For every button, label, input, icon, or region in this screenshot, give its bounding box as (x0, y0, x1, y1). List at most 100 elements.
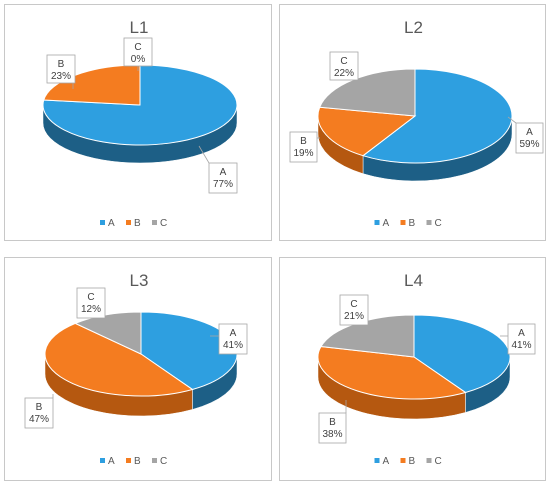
chart-panel-l1: L1 A 77% B 23% C 0% A B C (4, 4, 272, 241)
legend-label-b: B (134, 218, 141, 229)
label-percent: 47% (29, 414, 49, 425)
label-percent: 41% (223, 340, 243, 351)
label-category: B (329, 417, 336, 428)
legend-label-b: B (134, 456, 141, 467)
legend-label-a: A (383, 218, 390, 229)
label-category: A (526, 127, 533, 138)
legend-swatch-b (126, 220, 131, 225)
legend-swatch-b (126, 458, 131, 463)
label-category: B (36, 402, 43, 413)
legend-label-a: A (108, 218, 115, 229)
label-category: A (220, 167, 227, 178)
legend-swatch-c (152, 458, 157, 463)
chart-title: L1 (130, 18, 149, 37)
legend-label-b: B (409, 456, 416, 467)
label-category: A (230, 328, 237, 339)
data-label-c: C22% (329, 51, 359, 81)
data-label-a: A41% (210, 323, 248, 355)
label-box (318, 412, 347, 444)
legend-swatch-c (152, 220, 157, 225)
pie-slice-a (361, 68, 513, 164)
data-labels: A41% B38% C21% (318, 294, 536, 444)
legend-swatch-b (400, 458, 406, 463)
data-label-a: A59% (507, 116, 544, 154)
legend-label-b: B (409, 218, 416, 229)
pie-slice-b (317, 106, 417, 157)
legend-swatch-b (400, 220, 406, 225)
label-category: B (300, 136, 307, 147)
legend-swatch-a (100, 220, 105, 225)
legend: A B C (100, 218, 167, 229)
legend-label-c: C (435, 456, 442, 467)
label-percent: 22% (334, 68, 354, 79)
label-box (46, 54, 76, 84)
pie-slices (317, 314, 511, 400)
label-box (76, 287, 106, 319)
label-percent: 23% (51, 71, 71, 82)
chart-title: L3 (130, 271, 149, 290)
label-category: A (518, 328, 525, 339)
label-leader-line (507, 116, 517, 124)
label-box (208, 162, 238, 194)
label-percent: 12% (81, 304, 101, 315)
legend-swatch-a (374, 220, 380, 225)
data-label-b: B47% (24, 394, 54, 429)
chart-panel-l4: L4 A 41% B 38% C 21% A B C (279, 257, 546, 481)
data-label-c: C12% (76, 287, 106, 319)
pie-slices (42, 64, 238, 146)
chart-panel-l2: L2 A 59% B 19% C 22% A B C (279, 4, 546, 241)
label-box (507, 323, 536, 355)
legend-label-c: C (435, 218, 442, 229)
label-percent: 21% (344, 311, 364, 322)
chart-title: L2 (404, 18, 423, 37)
data-labels: A77% B23% C0% (46, 37, 238, 194)
data-label-b: B19% (289, 131, 320, 163)
data-label-b: B23% (46, 54, 76, 89)
data-label-a: A41% (500, 323, 536, 355)
legend: A B C (100, 456, 167, 467)
chart-title: L4 (404, 271, 423, 290)
legend-swatch-c (426, 220, 432, 225)
legend-swatch-a (100, 458, 105, 463)
pie-slices (44, 311, 238, 397)
label-box (218, 323, 248, 355)
legend: A B C (374, 218, 442, 229)
label-box (329, 51, 359, 81)
label-category: B (58, 59, 65, 70)
legend-label-a: A (383, 456, 390, 467)
label-box (515, 122, 544, 154)
label-box (123, 37, 153, 67)
data-label-a: A77% (198, 145, 238, 194)
chart-panel-l3: L3 A 41% B 47% C 12% A B C (4, 257, 272, 481)
label-percent: 0% (131, 54, 146, 65)
data-label-c: C0% (123, 37, 153, 71)
label-percent: 19% (293, 148, 313, 159)
label-category: C (350, 299, 357, 310)
label-box (289, 131, 318, 163)
data-labels: A59% B19% C22% (289, 51, 544, 163)
legend: A B C (374, 456, 442, 467)
pie-slice-b (317, 346, 467, 400)
legend-label-c: C (160, 218, 167, 229)
label-leader-line (198, 145, 210, 164)
data-label-b: B38% (318, 400, 347, 444)
label-category: C (134, 42, 141, 53)
label-percent: 38% (322, 429, 342, 440)
data-labels: A41% B47% C12% (24, 287, 248, 429)
pie-slice-b (44, 322, 194, 397)
legend-label-c: C (160, 456, 167, 467)
legend-label-a: A (108, 456, 115, 467)
label-category: C (87, 292, 94, 303)
data-label-c: C21% (339, 294, 369, 326)
label-percent: 41% (511, 340, 531, 351)
legend-swatch-c (426, 458, 432, 463)
pie-slice-c (74, 311, 142, 355)
label-box (339, 294, 369, 326)
label-category: C (340, 56, 347, 67)
legend-swatch-a (374, 458, 380, 463)
label-box (24, 397, 54, 429)
